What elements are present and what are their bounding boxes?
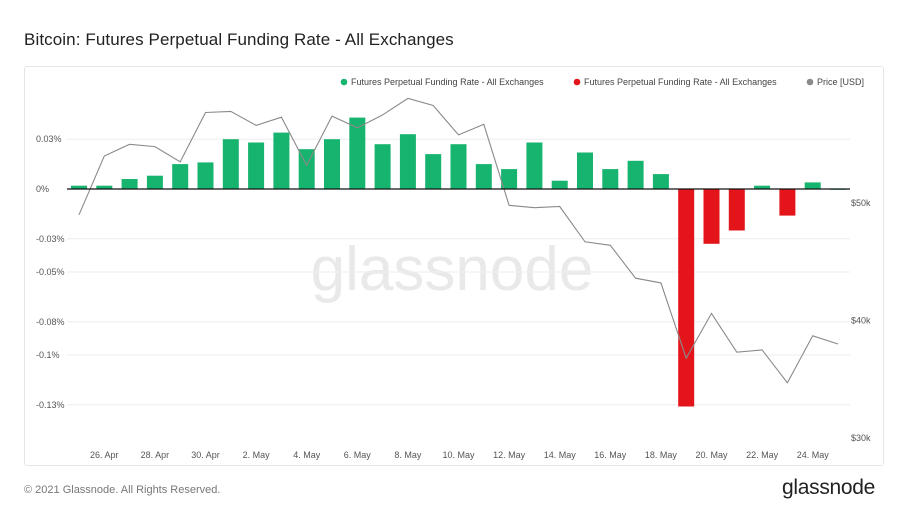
grid-lines — [67, 138, 850, 406]
x-tick-label: 22. May — [746, 450, 779, 460]
funding-rate-bar — [197, 162, 214, 189]
funding-rate-bar — [602, 169, 619, 189]
watermark: glassnode — [311, 235, 594, 304]
x-tick-label: 12. May — [493, 450, 526, 460]
x-tick-label: 20. May — [695, 450, 728, 460]
y-left-tick-label: -0.1% — [36, 350, 60, 360]
legend-dot — [340, 78, 348, 86]
y-left-tick-label: -0.13% — [36, 400, 65, 410]
funding-rate-bar — [425, 154, 442, 189]
funding-rate-bar — [678, 189, 695, 407]
legend: Futures Perpetual Funding Rate - All Exc… — [340, 77, 864, 87]
y-axis-right: $50k $40k $30k — [851, 198, 871, 443]
funding-rate-bar — [627, 160, 644, 189]
x-tick-label: 26. Apr — [90, 450, 119, 460]
price-line — [78, 97, 839, 384]
x-tick-label: 14. May — [544, 450, 577, 460]
funding-rate-bar — [754, 185, 771, 189]
funding-rate-bar — [652, 174, 669, 189]
copyright-text: © 2021 Glassnode. All Rights Reserved. — [24, 484, 221, 496]
funding-rate-bar — [298, 149, 315, 189]
x-tick-label: 2. May — [243, 450, 271, 460]
y-right-tick-label: $40k — [851, 316, 871, 326]
funding-rate-bar — [551, 180, 568, 189]
funding-rate-bar — [526, 142, 543, 189]
y-left-tick-label: -0.05% — [36, 267, 65, 277]
funding-rate-bar — [273, 132, 290, 189]
x-tick-label: 6. May — [344, 450, 372, 460]
legend-label: Price [USD] — [817, 77, 864, 87]
y-left-tick-label: 0.03% — [36, 134, 62, 144]
x-tick-label: 10. May — [442, 450, 475, 460]
y-left-tick-label: -0.08% — [36, 317, 65, 327]
x-tick-label: 8. May — [394, 450, 422, 460]
funding-rate-bar — [703, 189, 720, 244]
funding-rate-bar — [577, 152, 593, 189]
x-tick-label: 30. Apr — [191, 450, 220, 460]
funding-rate-bar — [146, 175, 163, 189]
funding-rate-bar — [374, 144, 391, 189]
funding-rate-bar — [349, 117, 366, 189]
chart-frame — [24, 66, 884, 466]
price-line-group — [78, 97, 839, 384]
x-tick-label: 4. May — [293, 450, 321, 460]
legend-dot — [806, 78, 814, 86]
funding-rate-bars — [71, 117, 846, 407]
funding-rate-bar — [399, 134, 416, 189]
funding-rate-bar — [71, 185, 87, 189]
funding-rate-bar — [172, 164, 189, 189]
funding-rate-bar — [96, 185, 113, 189]
funding-rate-bar — [121, 179, 138, 189]
funding-rate-bar — [222, 139, 239, 189]
x-axis: 26. Apr 28. Apr 30. Apr 2. May 4. May 6. May 8… — [90, 450, 829, 460]
x-tick-label: 28. Apr — [141, 450, 170, 460]
y-left-tick-label: 0% — [36, 184, 49, 194]
x-tick-label: 16. May — [594, 450, 627, 460]
legend-dot — [573, 78, 581, 86]
legend-label: Futures Perpetual Funding Rate - All Exc… — [351, 77, 544, 87]
funding-rate-bar — [248, 142, 265, 189]
y-right-tick-label: $30k — [851, 433, 871, 443]
x-tick-label: 18. May — [645, 450, 678, 460]
legend-label: Futures Perpetual Funding Rate - All Exc… — [584, 77, 777, 87]
y-axis-left: 0.03% 0% -0.03% -0.05% -0.08% -0.1% -0.13% — [36, 134, 65, 410]
funding-rate-bar — [475, 164, 492, 189]
brand-logo: glassnode — [782, 476, 876, 499]
x-tick-label: 24. May — [797, 450, 830, 460]
chart-title: Bitcoin: Futures Perpetual Funding Rate … — [24, 30, 454, 49]
funding-rate-bar — [728, 189, 745, 231]
funding-rate-bar — [804, 182, 821, 189]
y-left-tick-label: -0.03% — [36, 234, 65, 244]
funding-rate-bar — [450, 144, 467, 189]
funding-rate-bar — [324, 139, 340, 189]
funding-rate-bar — [779, 189, 796, 216]
funding-rate-bar — [501, 169, 518, 189]
y-right-tick-label: $50k — [851, 198, 871, 208]
